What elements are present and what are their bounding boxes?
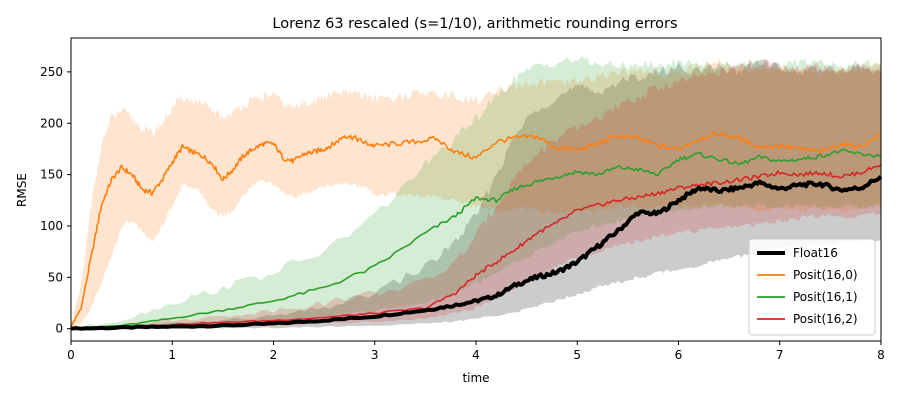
band-posit-16-1 — [71, 55, 881, 329]
x-axis-ticks: 0 1 2 3 4 5 6 7 8 — [67, 341, 885, 362]
legend: Float16 Posit(16,0) Posit(16,1) Posit(16,2) — [748, 238, 876, 336]
legend-box — [748, 238, 876, 336]
legend-label-posit-16-1: Posit(16,1) — [793, 290, 858, 304]
x-tick-label: 1 — [168, 348, 176, 362]
uncertainty-bands — [71, 55, 881, 329]
chart-title: Lorenz 63 rescaled (s=1/10), arithmetic … — [272, 16, 677, 32]
x-tick-label: 5 — [573, 348, 581, 362]
legend-label-posit-16-0: Posit(16,0) — [793, 268, 858, 282]
band-posit-16-2 — [71, 59, 881, 329]
y-tick-label: 150 — [40, 168, 63, 182]
y-axis-label: RMSE — [15, 173, 29, 207]
y-tick-label: 200 — [40, 116, 63, 130]
line-posit-16-0 — [70, 131, 882, 328]
line-posit-16-2 — [70, 163, 882, 330]
y-axis-ticks: 0 50 100 150 200 250 — [40, 65, 71, 336]
x-tick-label: 3 — [371, 348, 379, 362]
x-tick-label: 0 — [67, 348, 75, 362]
legend-label-posit-16-2: Posit(16,2) — [793, 312, 858, 326]
x-tick-label: 4 — [472, 348, 480, 362]
x-tick-label: 2 — [270, 348, 278, 362]
y-tick-label: 0 — [55, 322, 63, 336]
x-tick-label: 7 — [776, 348, 784, 362]
x-tick-label: 6 — [675, 348, 683, 362]
x-tick-label: 8 — [877, 348, 885, 362]
band-float16 — [71, 59, 881, 329]
y-tick-label: 250 — [40, 65, 63, 79]
y-tick-label: 50 — [48, 270, 63, 284]
legend-label-float16: Float16 — [793, 246, 838, 260]
band-posit-16-0 — [71, 58, 881, 329]
line-posit-16-1 — [71, 148, 882, 330]
y-tick-label: 100 — [40, 219, 63, 233]
x-axis-label: time — [462, 371, 489, 385]
line-float16 — [70, 175, 883, 331]
series-lines — [70, 131, 883, 331]
